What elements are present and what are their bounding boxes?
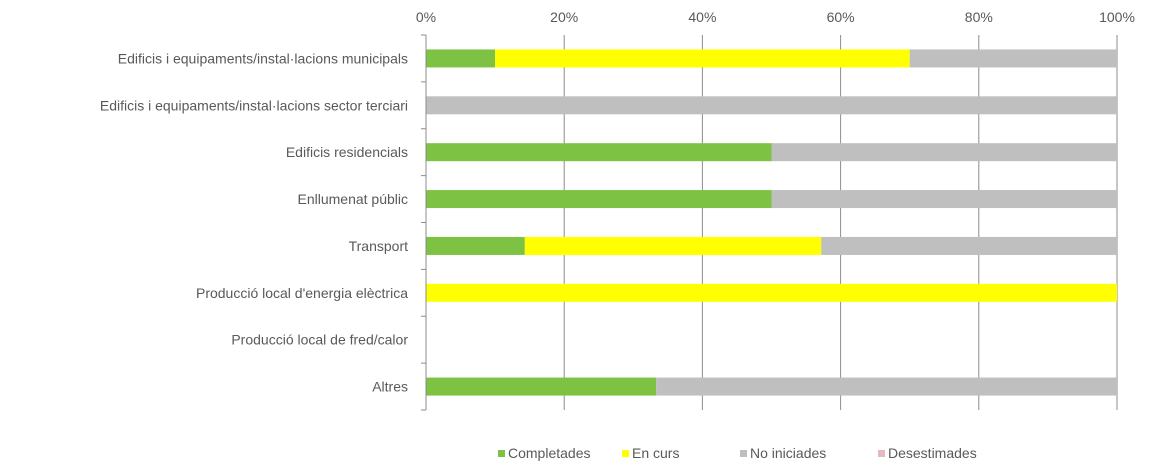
- x-tick-label: 100%: [1099, 9, 1135, 25]
- x-tick-labels: 0% 20% 40% 60% 80% 100%: [416, 9, 1135, 25]
- bars: [426, 49, 1117, 396]
- category-label: Edificis i equipaments/instal·lacions mu…: [118, 50, 408, 66]
- bar-segment: [524, 236, 822, 255]
- category-axis: [421, 34, 427, 411]
- bar-segment: [656, 377, 1117, 396]
- gridlines: [425, 35, 1118, 410]
- x-tick-label: 40%: [688, 9, 716, 25]
- bar-segment: [495, 49, 910, 68]
- legend-label: Completades: [508, 445, 591, 461]
- legend-label: No iniciades: [750, 445, 826, 461]
- category-label: Producció local de fred/calor: [231, 332, 408, 348]
- legend-label: En curs: [632, 445, 679, 461]
- x-tick-label: 20%: [550, 9, 578, 25]
- category-label: Edificis residencials: [286, 144, 408, 160]
- bar-segment: [909, 49, 1117, 68]
- category-label: Producció local d'energia elèctrica: [196, 285, 408, 301]
- category-label: Enllumenat públic: [297, 191, 408, 207]
- legend-label: Desestimades: [888, 445, 977, 461]
- category-label: Edificis i equipaments/instal·lacions se…: [100, 97, 408, 113]
- bar-segment: [426, 143, 772, 162]
- bar-segment: [426, 377, 657, 396]
- bar-segment: [821, 236, 1117, 255]
- category-label: Altres: [372, 379, 408, 395]
- legend-swatch: [740, 450, 747, 457]
- legend-swatch: [878, 450, 885, 457]
- bar-segment: [426, 96, 1117, 115]
- bar-segment: [771, 143, 1117, 162]
- bar-segment: [426, 236, 525, 255]
- legend-swatch: [498, 450, 505, 457]
- legend-swatch: [622, 450, 629, 457]
- x-tick-label: 0%: [416, 9, 436, 25]
- legend: Completades En curs No iniciades Desestimad…: [498, 445, 977, 461]
- x-tick-label: 60%: [827, 9, 855, 25]
- bar-segment: [426, 49, 496, 68]
- bar-segment: [426, 283, 1117, 302]
- category-labels: Edificis i equipaments/instal·lacions mu…: [100, 50, 408, 394]
- x-tick-label: 80%: [965, 9, 993, 25]
- category-label: Transport: [349, 238, 409, 254]
- bar-segment: [426, 190, 772, 209]
- bar-segment: [771, 190, 1117, 209]
